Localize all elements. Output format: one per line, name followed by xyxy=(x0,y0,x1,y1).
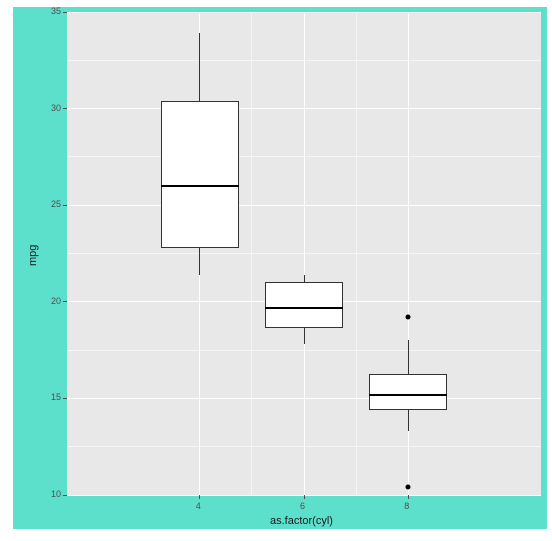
y-tick-label: 25 xyxy=(51,199,61,209)
y-tick-label: 10 xyxy=(51,489,61,499)
x-tick-mark xyxy=(199,495,200,499)
whisker xyxy=(199,248,200,275)
x-tick-label: 6 xyxy=(300,501,305,511)
box xyxy=(265,282,343,327)
x-tick-label: 8 xyxy=(404,501,409,511)
y-tick-mark xyxy=(63,301,67,302)
whisker xyxy=(408,410,409,431)
y-tick-label: 30 xyxy=(51,103,61,113)
y-tick-mark xyxy=(63,495,67,496)
median-line xyxy=(161,185,239,187)
y-tick-mark xyxy=(63,108,67,109)
y-tick-label: 15 xyxy=(51,392,61,402)
y-tick-label: 35 xyxy=(51,6,61,16)
gridline-minor xyxy=(356,12,357,495)
x-tick-mark xyxy=(408,495,409,499)
y-tick-mark xyxy=(63,205,67,206)
x-tick-mark xyxy=(304,495,305,499)
box xyxy=(369,374,447,410)
y-axis-title: mpg xyxy=(27,244,39,265)
gridline-minor xyxy=(251,12,252,495)
whisker xyxy=(199,33,200,101)
chart-frame: 10 15 20 25 30 35 4 6 8 mpg as.factor(cyl) xyxy=(0,0,552,541)
whisker xyxy=(304,328,305,344)
x-tick-label: 4 xyxy=(196,501,201,511)
outlier-point xyxy=(406,485,411,490)
y-tick-mark xyxy=(63,398,67,399)
y-tick-mark xyxy=(63,12,67,13)
median-line xyxy=(265,307,343,309)
whisker xyxy=(408,340,409,374)
whisker xyxy=(304,275,305,283)
box xyxy=(161,101,239,248)
y-tick-label: 20 xyxy=(51,296,61,306)
median-line xyxy=(369,394,447,396)
outlier-point xyxy=(406,315,411,320)
x-axis-title: as.factor(cyl) xyxy=(270,515,333,527)
gridline-major xyxy=(304,12,305,495)
